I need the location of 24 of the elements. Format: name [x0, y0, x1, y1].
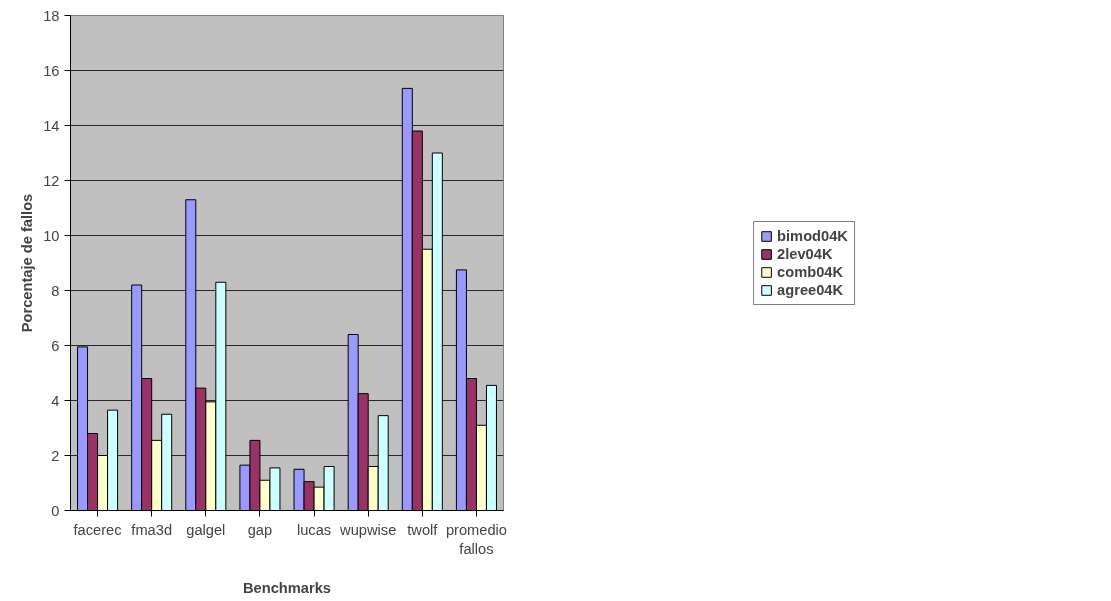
y-tick-label: 12 — [43, 172, 60, 189]
x-tick-label: galgel — [186, 521, 226, 538]
y-tick-label: 18 — [43, 7, 60, 24]
y-axis-title: Porcentaje de fallos — [19, 193, 36, 333]
y-tick-label: 2 — [51, 447, 60, 464]
legend-label: bimod04K — [777, 227, 848, 244]
legend-label: agree04K — [777, 281, 844, 298]
y-tick-label: 14 — [43, 117, 60, 134]
x-tick-label: promedio fallos — [445, 521, 507, 557]
x-tick-label: fma3d — [131, 521, 173, 538]
x-tick-label: facerec — [73, 521, 122, 538]
legend-label: 2lev04K — [777, 245, 833, 262]
y-tick-label: 0 — [51, 502, 60, 519]
y-tick-label: 6 — [51, 337, 60, 354]
x-tick-label: wupwise — [339, 521, 397, 538]
x-tick-label: lucas — [296, 521, 332, 538]
legend-label: comb04K — [777, 263, 844, 280]
y-tick-label: 10 — [43, 227, 60, 244]
y-tick-label: 4 — [51, 392, 60, 409]
x-axis-title: Benchmarks — [243, 579, 331, 596]
x-tick-label: twolf — [407, 521, 439, 538]
y-tick-label: 16 — [43, 62, 60, 79]
x-tick-label: gap — [247, 521, 273, 538]
y-tick-label: 8 — [51, 282, 60, 299]
